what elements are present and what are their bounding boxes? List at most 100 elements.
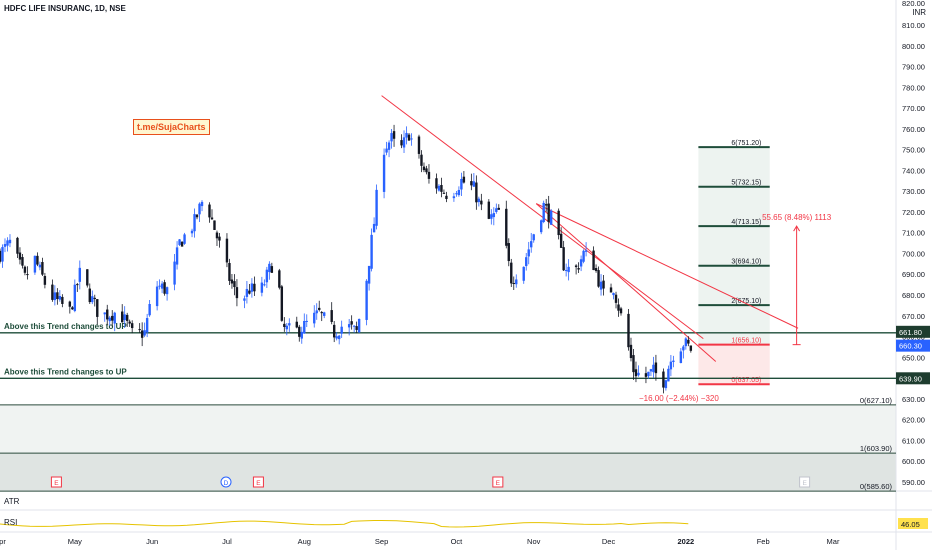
- fib-top-label: 4(713.15): [731, 219, 761, 226]
- candle-body: [492, 213, 496, 218]
- candle-body: [200, 201, 204, 207]
- candle: [125, 312, 129, 327]
- candle-body: [437, 185, 441, 191]
- candle-body: [158, 285, 161, 287]
- candle: [594, 264, 598, 273]
- candle: [175, 241, 179, 270]
- candle: [422, 162, 426, 173]
- candle: [178, 239, 181, 247]
- fib-bottom-label: 0(627.10): [860, 396, 893, 405]
- candle-body: [250, 283, 254, 292]
- candle-body: [235, 287, 239, 299]
- candle-body: [599, 281, 603, 290]
- candle-body: [51, 284, 54, 300]
- candle: [654, 354, 658, 381]
- candle: [460, 172, 463, 197]
- candle-body: [505, 208, 508, 246]
- rsi-value-bg: [898, 518, 928, 529]
- symbol-title: HDFC LIFE INSURANC, 1D, NSE: [4, 4, 126, 13]
- candle: [522, 266, 525, 284]
- trend-change-text: Above this Trend changes to UP: [4, 322, 127, 331]
- candle-body: [315, 310, 318, 314]
- candle-body: [577, 268, 580, 270]
- candle-body: [143, 330, 146, 336]
- candle: [632, 348, 635, 380]
- candle: [111, 310, 114, 327]
- candle: [525, 253, 528, 271]
- trendline: [381, 95, 704, 340]
- candle-body: [278, 270, 281, 288]
- last-price-tag-bg: [896, 339, 930, 352]
- candle-body: [253, 283, 256, 292]
- candle-body: [303, 320, 306, 334]
- candle: [497, 204, 500, 210]
- measure-up-text: 55.65 (8.48%) 1113: [762, 213, 832, 222]
- candle-body: [689, 345, 693, 351]
- candle-body: [619, 308, 623, 314]
- candle: [347, 318, 351, 336]
- candle-body: [594, 268, 598, 271]
- candle-body: [233, 281, 236, 288]
- candle-body: [669, 361, 673, 370]
- candle-body: [58, 296, 62, 300]
- candle: [208, 202, 211, 223]
- candle-body: [195, 214, 199, 218]
- candle-body: [3, 244, 7, 247]
- candle: [435, 173, 438, 194]
- y-tick-label: 700.00: [902, 249, 925, 258]
- y-tick-label: 710.00: [902, 229, 925, 238]
- candle-body: [123, 314, 126, 321]
- candle-body: [367, 265, 371, 284]
- candle-body: [68, 301, 72, 307]
- candle: [190, 228, 194, 238]
- candle-body: [263, 284, 266, 286]
- candle-body: [138, 329, 141, 331]
- candle: [278, 268, 281, 290]
- candle: [265, 266, 269, 288]
- candle: [542, 200, 545, 224]
- candle: [195, 214, 199, 220]
- candle-body: [460, 178, 463, 190]
- y-tick-label: 780.00: [902, 83, 925, 92]
- candle: [385, 141, 388, 156]
- candle: [547, 195, 550, 229]
- dividend-marker: [220, 476, 232, 488]
- candle-body: [140, 330, 144, 338]
- candle-body: [88, 288, 91, 303]
- candle: [445, 191, 448, 203]
- candle-body: [542, 202, 545, 223]
- candle-body: [218, 236, 221, 241]
- fib-bottom-label: 1(603.90): [860, 444, 893, 453]
- candle: [400, 134, 403, 149]
- candle: [475, 175, 478, 210]
- candle: [56, 288, 59, 305]
- candle: [38, 261, 42, 271]
- candle-body: [268, 263, 271, 273]
- x-tick-label: Sep: [375, 537, 388, 546]
- candle-body: [557, 210, 560, 236]
- candle: [644, 366, 648, 384]
- fib-extension-zone: [698, 147, 770, 345]
- candle: [679, 348, 683, 364]
- candle: [470, 173, 473, 191]
- candle: [559, 227, 563, 248]
- candle-body: [617, 304, 620, 311]
- candle-body: [442, 192, 446, 194]
- candle-body: [402, 137, 406, 148]
- candle: [669, 354, 673, 377]
- candle: [582, 249, 585, 264]
- x-tick-label: Jul: [222, 537, 232, 546]
- candle-body: [145, 318, 149, 333]
- candle: [130, 320, 134, 334]
- candle-body: [457, 189, 461, 196]
- candle-body: [86, 269, 89, 286]
- candle: [16, 236, 19, 258]
- watermark-badge: t.me/SujaCharts: [133, 119, 210, 135]
- candle-body: [318, 307, 321, 310]
- candle: [597, 266, 600, 288]
- candle: [355, 321, 358, 334]
- candle-body: [0, 250, 2, 262]
- candle: [492, 207, 496, 226]
